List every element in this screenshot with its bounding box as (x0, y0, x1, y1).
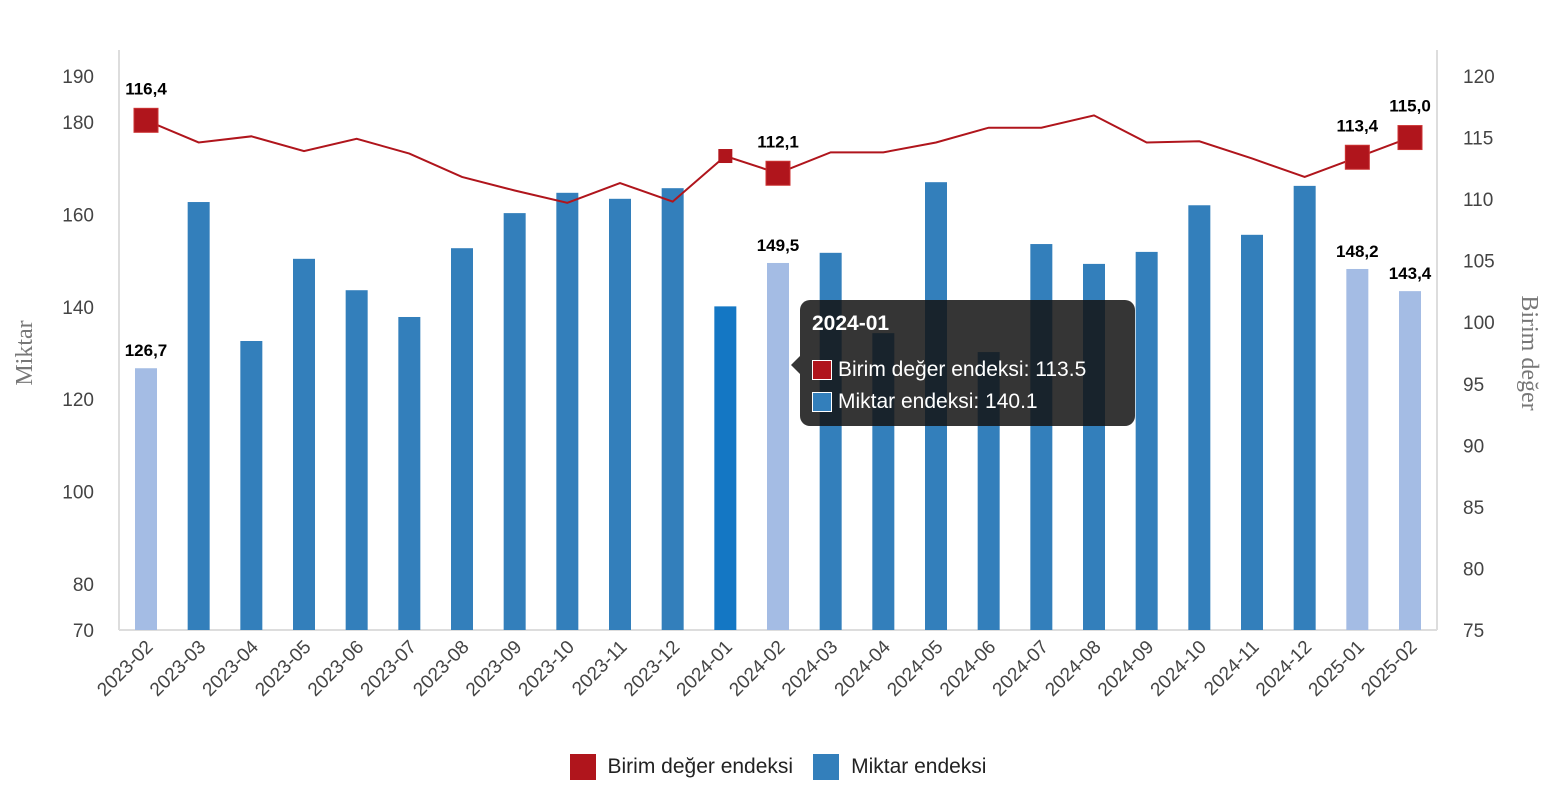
bar-2023-06 (345, 290, 368, 630)
bar-2023-03 (187, 202, 210, 630)
x-tick-label: 2024-07 (989, 637, 1053, 701)
x-tick-label: 2025-02 (1357, 637, 1421, 701)
x-tick-label: 2024-04 (831, 636, 895, 700)
right-tick-label: 105 (1463, 252, 1495, 273)
left-tick-label: 120 (62, 390, 94, 411)
x-tick-label: 2023-05 (251, 637, 315, 701)
right-tick-label: 100 (1463, 313, 1495, 334)
bar-2023-10 (556, 192, 579, 630)
x-tick-label: 2023-07 (357, 637, 421, 701)
tooltip: 2024-01 Birim değer endeksi: 113.5 Mikta… (791, 300, 1135, 426)
data-label: 115,0 (1389, 97, 1431, 116)
x-tick-label: 2024-05 (883, 637, 947, 701)
line-marker-hover (718, 149, 733, 164)
x-tick-label: 2023-08 (409, 637, 473, 701)
line-marker-2024-02 (765, 160, 791, 186)
bar-2024-09 (1135, 251, 1158, 630)
left-tick-label: 100 (62, 483, 94, 504)
x-tick-label: 2023-09 (462, 637, 526, 701)
bar-2023-09 (503, 213, 526, 631)
data-label: 148,2 (1336, 242, 1379, 261)
left-tick-label: 180 (62, 113, 94, 134)
bar-2025-01 (1346, 268, 1369, 630)
x-tick-label: 2023-03 (146, 637, 210, 701)
x-tick-label: 2024-10 (1147, 637, 1211, 701)
x-tick-label: 2023-02 (93, 637, 157, 701)
legend-label: Birim değer endeksi (607, 755, 794, 778)
data-label: 149,5 (757, 236, 800, 255)
data-label: 126,7 (125, 341, 168, 360)
bar-2024-02 (767, 262, 789, 630)
line-unit-value (145, 114, 1411, 204)
right-tick-label: 90 (1463, 436, 1484, 457)
x-tick-label: 2023-12 (620, 637, 684, 701)
bar-2023-04 (240, 340, 263, 630)
x-tick-label: 2024-01 (673, 637, 737, 701)
data-label: 113,4 (1337, 116, 1379, 135)
legend-label: Miktar endeksi (851, 755, 987, 778)
left-tick-label: 160 (62, 206, 94, 227)
bar-2024-12 (1293, 185, 1316, 631)
right-tick-label: 95 (1463, 375, 1484, 396)
data-label: 143,4 (1389, 264, 1432, 283)
right-tick-label: 120 (1463, 67, 1495, 88)
x-tick-label: 2025-01 (1305, 637, 1369, 701)
tooltip-label: Miktar endeksi: 140.1 (838, 390, 1038, 413)
line-marker-2023-02 (133, 107, 159, 133)
tooltip-row-quantity: Miktar endeksi: 140.1 (812, 386, 1123, 418)
data-label: 116,4 (125, 79, 167, 98)
tooltip-swatch-red (812, 360, 832, 380)
bar-2025-02 (1399, 291, 1421, 630)
legend-item-quantity[interactable]: Miktar endeksi (813, 754, 986, 780)
left-tick-label: 70 (73, 621, 94, 642)
right-tick-label: 75 (1463, 621, 1484, 642)
right-tick-label: 85 (1463, 498, 1484, 519)
x-tick-label: 2024-11 (1200, 637, 1263, 700)
x-tick-label: 2024-12 (1252, 637, 1316, 701)
tooltip-swatch-blue (812, 392, 832, 412)
left-tick-label: 190 (62, 67, 94, 88)
x-tick-label: 2023-11 (568, 637, 631, 700)
line-marker-2025-02 (1397, 125, 1423, 151)
bar-2024-10 (1188, 205, 1211, 630)
x-tick-label: 2024-02 (725, 637, 789, 701)
right-tick-label: 110 (1463, 190, 1493, 211)
legend-swatch (569, 754, 596, 780)
tooltip-row-unit-value: Birim değer endeksi: 113.5 (812, 354, 1123, 386)
legend-item-unit-value[interactable]: Birim değer endeksi (569, 754, 794, 780)
right-tick-label: 115 (1463, 129, 1493, 150)
bar-2024-11 (1241, 234, 1263, 630)
tooltip-title: 2024-01 (812, 312, 890, 335)
left-tick-label: 80 (73, 575, 94, 596)
right-axis-title: Birim değer (1516, 295, 1542, 410)
x-tick-label: 2023-10 (515, 637, 579, 701)
left-tick-label: 140 (62, 298, 94, 319)
bar-2023-07 (398, 316, 421, 630)
x-tick-label: 2024-06 (936, 637, 1000, 701)
line-marker-2025-01 (1344, 144, 1370, 170)
bar-2024-01 (714, 306, 737, 630)
left-axis-title: Miktar (12, 320, 38, 385)
bar-2023-02 (135, 368, 157, 630)
legend-swatch (813, 754, 840, 780)
x-tick-label: 2024-09 (1094, 637, 1158, 701)
bar-2023-05 (293, 258, 315, 630)
bar-2023-08 (451, 248, 473, 630)
bar-2023-12 (661, 188, 684, 630)
x-tick-label: 2024-03 (778, 637, 842, 701)
bar-2023-11 (609, 198, 631, 630)
legend: Birim değer endeksi Miktar endeksi (0, 754, 1556, 780)
tooltip-label: Birim değer endeksi: 113.5 (838, 358, 1087, 381)
x-tick-label: 2023-06 (304, 637, 368, 701)
data-label: 112,1 (757, 132, 799, 151)
x-tick-label: 2024-08 (1041, 637, 1105, 701)
right-tick-label: 80 (1463, 559, 1484, 580)
x-tick-label: 2023-04 (199, 636, 263, 700)
